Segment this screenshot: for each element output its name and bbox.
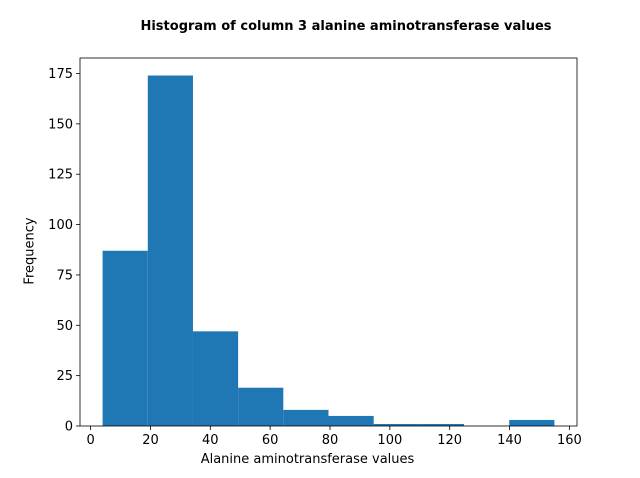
x-tick-label: 140 <box>497 433 522 448</box>
y-tick-label: 25 <box>56 369 73 384</box>
histogram-bar <box>328 415 374 426</box>
x-tick-label: 20 <box>142 433 159 448</box>
histogram-bar <box>509 419 555 426</box>
plot-frame <box>79 57 578 427</box>
histogram-bar <box>238 387 284 426</box>
histogram-bar <box>373 423 419 426</box>
chart-title: Histogram of column 3 alanine aminotrans… <box>140 19 552 34</box>
y-axis-label: Frequency <box>22 217 38 285</box>
x-tick-label: 160 <box>557 433 582 448</box>
y-tick-label: 125 <box>48 168 73 183</box>
x-tick-label: 100 <box>377 433 402 448</box>
y-tick-label: 50 <box>56 319 73 334</box>
y-tick-label: 75 <box>56 268 73 283</box>
histogram-bar <box>147 75 193 427</box>
x-axis-label: Alanine aminotransferase values <box>200 452 415 467</box>
histogram-bar <box>283 409 329 426</box>
histogram-bar <box>192 331 239 426</box>
histogram-bar <box>102 250 148 426</box>
y-tick-label: 175 <box>48 67 73 82</box>
x-tick-label: 120 <box>437 433 462 448</box>
x-tick-label: 40 <box>202 433 219 448</box>
y-tick-label: 150 <box>48 117 73 132</box>
x-tick-label: 80 <box>322 433 339 448</box>
x-tick-label: 60 <box>262 433 279 448</box>
histogram-bar <box>418 423 465 426</box>
y-tick-label: 100 <box>48 218 73 233</box>
x-tick-label: 0 <box>86 433 94 448</box>
y-tick-label: 0 <box>65 420 73 435</box>
